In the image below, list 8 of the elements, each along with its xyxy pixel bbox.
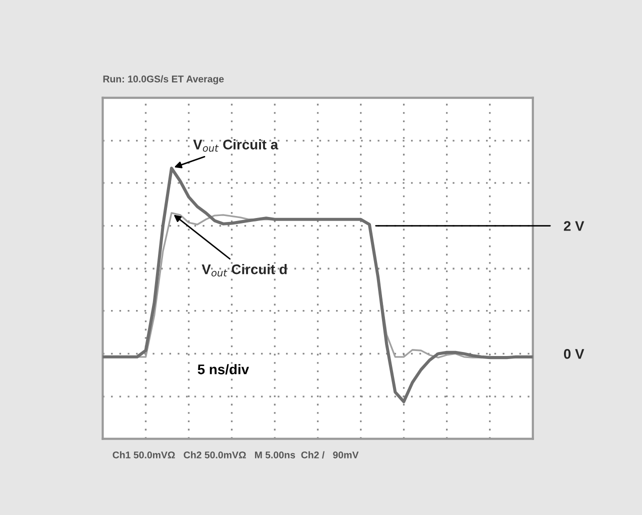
- annotation: V$_{out}$ Circuit a: [193, 139, 278, 152]
- y-tick-label: 0 V: [564, 349, 584, 359]
- annotation: V$_{out}$ Circuit d: [202, 264, 287, 276]
- annotation: 5 ns/div: [198, 364, 250, 374]
- text: Ch1 50.0mVΩ Ch2 50.0mVΩ M 5.00ns Ch2 / 90mV: [112, 451, 359, 458]
- text: Run: 10.0GS/s ET Average: [103, 75, 224, 84]
- y-tick-label: 2 V: [564, 221, 584, 231]
- line-series: [102, 166, 533, 404]
